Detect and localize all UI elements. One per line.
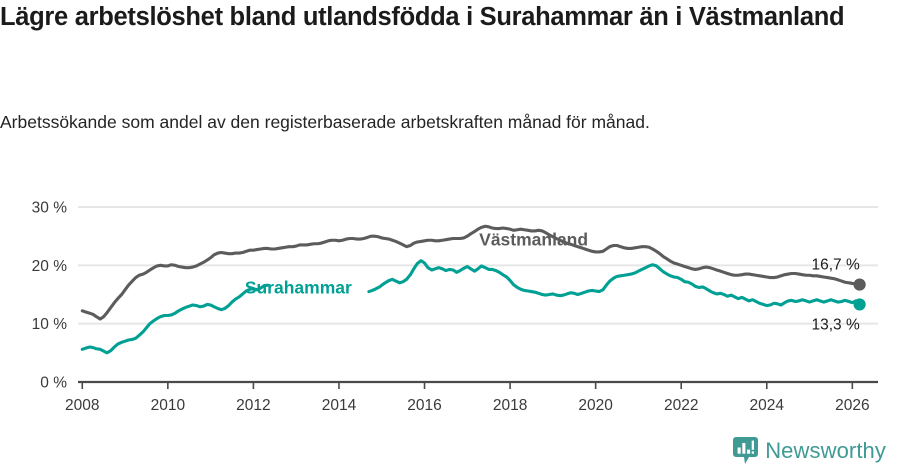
y-axis-tick-labels: 0 % 10 % 20 % 30 %	[32, 200, 68, 392]
series-line-surahammar	[367, 259, 862, 308]
y-axis-tick-label: 30 %	[32, 200, 68, 217]
x-axis-tick-label: 2010	[151, 397, 186, 414]
series-inline-labels: Västmanland Surahammar	[245, 230, 588, 298]
series-value-label-v-stmanland: 16,7 %	[811, 257, 859, 274]
y-axis-tick-label: 0 %	[40, 375, 67, 392]
x-axis-tick-label: 2014	[322, 397, 357, 414]
series-value-labels: 16,7 % 13,3 %	[811, 257, 859, 334]
x-axis-tick-label: 2018	[493, 397, 527, 414]
chart-title: Lägre arbetslöshet bland utlandsfödda i …	[0, 3, 845, 31]
y-axis-tick-label: 10 %	[32, 316, 68, 333]
series-endpoint-v-stmanland	[853, 278, 866, 291]
x-axis-tick-labels: 2008 2010 2012 2014 2016 2018 2020 2022 2024 2026	[65, 397, 870, 414]
series-label-v-stmanland: Västmanland	[479, 230, 588, 250]
newsworthy-logo-text: Newsworthy	[765, 437, 886, 463]
x-axis-tick-label: 2022	[664, 397, 698, 414]
series-endpoint-surahammar	[853, 298, 866, 311]
series-value-label-surahammar: 13,3 %	[811, 316, 859, 333]
y-axis-tick-label: 20 %	[32, 258, 68, 275]
x-axis-tick-label: 2008	[65, 397, 99, 414]
x-axis	[81, 382, 854, 389]
series-line-surahammar	[80, 283, 270, 355]
series-endpoints	[853, 278, 866, 311]
x-axis-tick-label: 2016	[407, 397, 441, 414]
series-label-surahammar: Surahammar	[245, 277, 352, 297]
series-lines	[80, 224, 862, 355]
x-axis-tick-label: 2024	[750, 397, 785, 414]
gridlines	[78, 206, 878, 384]
newsworthy-logo[interactable]: Newsworthy	[733, 437, 886, 464]
bar-chart-bubble-icon	[733, 437, 759, 464]
chart-subtitle: Arbetssökande som andel av den registerb…	[0, 112, 650, 132]
x-axis-tick-label: 2026	[835, 397, 869, 414]
line-chart: 0 % 10 % 20 % 30 % 2008 2010 2012 2014 2016 2018…	[0, 186, 900, 426]
x-axis-tick-label: 2012	[236, 397, 270, 414]
x-axis-tick-label: 2020	[578, 397, 613, 414]
chart-canvas: 0 % 10 % 20 % 30 % 2008 2010 2012 2014 2016 2018…	[32, 200, 878, 414]
series-line-v-stmanland	[80, 224, 862, 321]
